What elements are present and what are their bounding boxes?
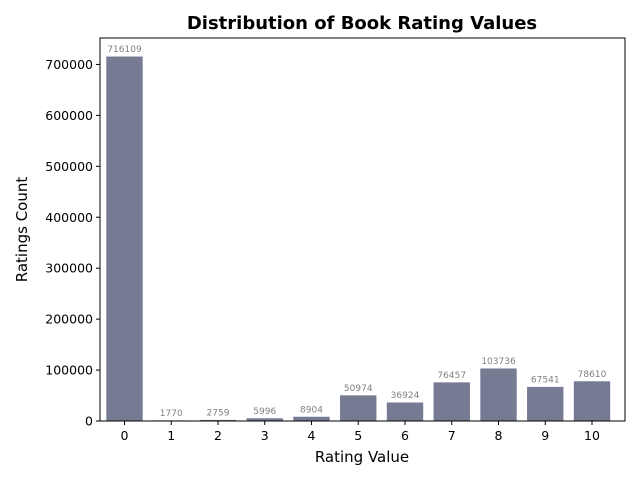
plot-area-frame bbox=[99, 37, 626, 422]
data-label: 67541 bbox=[531, 376, 560, 386]
bar bbox=[526, 386, 565, 422]
x-axis-ticks: 0 1 2 3 4 5 6 7 8 9 10 bbox=[121, 421, 600, 443]
y-axis-ticks: 0 100000 200000 300000 400000 500000 600000 700… bbox=[45, 57, 100, 429]
bar bbox=[573, 380, 611, 422]
x-tick-label: 1 bbox=[167, 428, 175, 443]
x-tick-label: 7 bbox=[448, 428, 456, 443]
data-label: 1770 bbox=[160, 409, 183, 419]
x-tick-label: 0 bbox=[121, 428, 129, 443]
data-label: 8904 bbox=[300, 405, 323, 415]
bar bbox=[432, 381, 471, 422]
bar bbox=[386, 401, 424, 422]
y-tick-label: 100000 bbox=[45, 363, 93, 378]
x-tick-label: 10 bbox=[584, 428, 600, 443]
x-tick-label: 3 bbox=[261, 428, 269, 443]
bar bbox=[105, 55, 144, 422]
x-axis-label: Rating Value bbox=[315, 448, 409, 466]
data-label: 50974 bbox=[344, 384, 373, 394]
x-tick-label: 6 bbox=[401, 428, 409, 443]
x-tick-label: 5 bbox=[354, 428, 362, 443]
x-tick-label: 9 bbox=[541, 428, 549, 443]
bar bbox=[339, 394, 378, 422]
data-label: 76457 bbox=[437, 371, 466, 381]
y-tick-label: 400000 bbox=[45, 210, 93, 225]
x-tick-label: 2 bbox=[214, 428, 222, 443]
data-label: 5996 bbox=[253, 407, 276, 417]
y-axis-label: Ratings Count bbox=[13, 177, 31, 283]
x-tick-label: 4 bbox=[308, 428, 316, 443]
y-tick-label: 200000 bbox=[45, 312, 93, 327]
data-label: 2759 bbox=[207, 409, 230, 419]
y-tick-label: 0 bbox=[85, 414, 93, 429]
y-tick-label: 300000 bbox=[45, 261, 93, 276]
y-tick-label: 500000 bbox=[45, 159, 93, 174]
chart-title: Distribution of Book Rating Values bbox=[187, 13, 537, 34]
y-tick-label: 600000 bbox=[45, 108, 93, 123]
data-label: 78610 bbox=[578, 370, 607, 380]
bar bbox=[479, 367, 518, 422]
bars bbox=[105, 55, 611, 422]
bar bbox=[292, 416, 331, 422]
data-label: 716109 bbox=[107, 45, 142, 55]
y-tick-label: 700000 bbox=[45, 57, 93, 72]
x-tick-label: 8 bbox=[495, 428, 503, 443]
data-label: 103736 bbox=[481, 357, 516, 367]
data-label: 36924 bbox=[391, 391, 420, 401]
data-labels: 716109 1770 2759 5996 8904 50974 36924 76457 103… bbox=[107, 45, 606, 419]
